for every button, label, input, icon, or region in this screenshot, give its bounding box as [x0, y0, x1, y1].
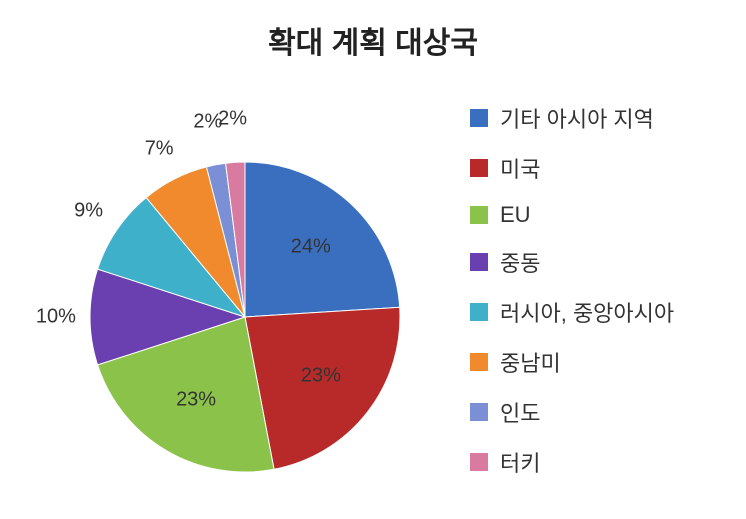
legend-swatch-6	[470, 403, 488, 421]
pie-svg	[40, 92, 460, 519]
legend-item-4: 러시아, 중앙아시아	[470, 296, 674, 328]
pie-container: 24%23%23%10%9%7%2%2%	[40, 92, 460, 519]
legend-item-1: 미국	[470, 152, 674, 184]
legend-label-3: 중동	[500, 246, 540, 278]
legend-label-0: 기타 아시아 지역	[500, 102, 654, 134]
chart-area: 24%23%23%10%9%7%2%2% 기타 아시아 지역미국EU중동러시아,…	[0, 72, 746, 512]
legend-swatch-7	[470, 453, 488, 471]
legend-item-2: EU	[470, 202, 674, 228]
legend-swatch-0	[470, 109, 488, 127]
chart-title: 확대 계획 대상국	[0, 18, 746, 62]
legend-item-7: 터키	[470, 446, 674, 478]
legend-item-3: 중동	[470, 246, 674, 278]
legend-label-5: 중남미	[500, 346, 561, 378]
pie-slice-0	[245, 162, 400, 317]
legend-label-2: EU	[500, 202, 531, 228]
legend-swatch-5	[470, 353, 488, 371]
legend-swatch-1	[470, 159, 488, 177]
legend-label-1: 미국	[500, 152, 540, 184]
legend-label-4: 러시아, 중앙아시아	[500, 296, 674, 328]
legend-label-6: 인도	[500, 396, 540, 428]
legend-item-6: 인도	[470, 396, 674, 428]
legend-item-0: 기타 아시아 지역	[470, 102, 674, 134]
legend-swatch-2	[470, 206, 488, 224]
legend-item-5: 중남미	[470, 346, 674, 378]
legend-swatch-3	[470, 253, 488, 271]
legend-swatch-4	[470, 303, 488, 321]
legend: 기타 아시아 지역미국 EU 중동러시아, 중앙아시아중남미인도터키	[470, 102, 674, 496]
legend-label-7: 터키	[500, 446, 540, 478]
